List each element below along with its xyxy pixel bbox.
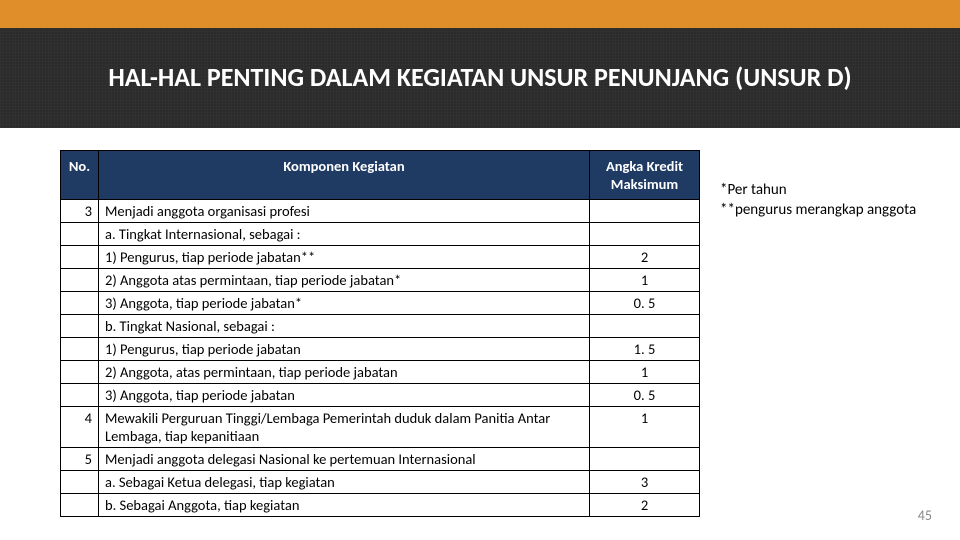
cell-val: 2 [590, 246, 700, 269]
cell-val: 0. 5 [590, 292, 700, 315]
cell-val [590, 200, 700, 223]
table-row: 2) Anggota atas permintaan, tiap periode… [61, 269, 700, 292]
cell-text: 3) Anggota, tiap periode jabatan* [99, 292, 590, 315]
cell-no [61, 246, 99, 269]
cell-val: 1 [590, 269, 700, 292]
cell-no: 3 [61, 200, 99, 223]
cell-text: 1) Pengurus, tiap periode jabatan [99, 338, 590, 361]
table-row: 4 Mewakili Perguruan Tinggi/Lembaga Peme… [61, 407, 700, 448]
table-row: a. Sebagai Ketua delegasi, tiap kegiatan… [61, 471, 700, 494]
cell-val [590, 448, 700, 471]
cell-text: 2) Anggota atas permintaan, tiap periode… [99, 269, 590, 292]
cell-text: Menjadi anggota organisasi profesi [99, 200, 590, 223]
cell-val: 1 [590, 361, 700, 384]
cell-val [590, 223, 700, 246]
cell-text: 1) Pengurus, tiap periode jabatan** [99, 246, 590, 269]
cell-text: 3) Anggota, tiap periode jabatan [99, 384, 590, 407]
accent-bar [0, 0, 960, 28]
cell-text: Mewakili Perguruan Tinggi/Lembaga Pemeri… [99, 407, 590, 448]
col-no: No. [61, 151, 99, 200]
kredit-table: No. Komponen Kegiatan Angka Kredit Maksi… [60, 150, 700, 517]
cell-text: 2) Anggota, atas permintaan, tiap period… [99, 361, 590, 384]
table-row: b. Tingkat Nasional, sebagai : [61, 315, 700, 338]
cell-no [61, 494, 99, 517]
footnote-2: **pengurus merangkap anggota [720, 200, 945, 220]
table-row: 5 Menjadi anggota delegasi Nasional ke p… [61, 448, 700, 471]
cell-text: b. Sebagai Anggota, tiap kegiatan [99, 494, 590, 517]
col-kredit: Angka Kredit Maksimum [590, 151, 700, 200]
cell-no [61, 269, 99, 292]
slide: HAL-HAL PENTING DALAM KEGIATAN UNSUR PEN… [0, 0, 960, 540]
footnotes: *Per tahun **pengurus merangkap anggota [720, 180, 945, 221]
cell-val: 1. 5 [590, 338, 700, 361]
col-komponen: Komponen Kegiatan [99, 151, 590, 200]
cell-no [61, 384, 99, 407]
cell-no: 5 [61, 448, 99, 471]
cell-no [61, 471, 99, 494]
cell-text: a. Tingkat Internasional, sebagai : [99, 223, 590, 246]
slide-title: HAL-HAL PENTING DALAM KEGIATAN UNSUR PEN… [108, 62, 851, 93]
title-band: HAL-HAL PENTING DALAM KEGIATAN UNSUR PEN… [0, 28, 960, 128]
cell-text: b. Tingkat Nasional, sebagai : [99, 315, 590, 338]
table-row: 3) Anggota, tiap periode jabatan 0. 5 [61, 384, 700, 407]
table-row: 3 Menjadi anggota organisasi profesi [61, 200, 700, 223]
cell-text: Menjadi anggota delegasi Nasional ke per… [99, 448, 590, 471]
cell-val: 3 [590, 471, 700, 494]
cell-no: 4 [61, 407, 99, 448]
cell-text: a. Sebagai Ketua delegasi, tiap kegiatan [99, 471, 590, 494]
table-row: 2) Anggota, atas permintaan, tiap period… [61, 361, 700, 384]
cell-no [61, 338, 99, 361]
cell-no [61, 361, 99, 384]
cell-no [61, 315, 99, 338]
table-header-row: No. Komponen Kegiatan Angka Kredit Maksi… [61, 151, 700, 200]
page-number: 45 [918, 507, 932, 524]
cell-val: 2 [590, 494, 700, 517]
footnote-1: *Per tahun [720, 180, 945, 200]
table-row: 1) Pengurus, tiap periode jabatan** 2 [61, 246, 700, 269]
table-row: a. Tingkat Internasional, sebagai : [61, 223, 700, 246]
cell-no [61, 223, 99, 246]
cell-val: 1 [590, 407, 700, 448]
cell-val [590, 315, 700, 338]
table-row: b. Sebagai Anggota, tiap kegiatan 2 [61, 494, 700, 517]
cell-val: 0. 5 [590, 384, 700, 407]
table-row: 1) Pengurus, tiap periode jabatan 1. 5 [61, 338, 700, 361]
table-row: 3) Anggota, tiap periode jabatan* 0. 5 [61, 292, 700, 315]
cell-no [61, 292, 99, 315]
